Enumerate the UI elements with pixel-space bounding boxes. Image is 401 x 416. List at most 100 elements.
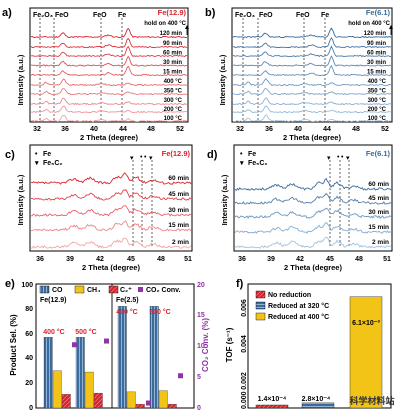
panel-c-axes <box>29 144 193 252</box>
panel-c: c) Intensity (a.u.) ▾ • • ▾ • Fe ▾ Fe₅C₂… <box>5 144 193 272</box>
xrd-trace <box>232 97 392 106</box>
xtick: 40 <box>90 126 98 133</box>
panel-e-ylabel: Product Sel. (%) <box>9 314 18 376</box>
bar-ch4 <box>84 371 94 409</box>
value-label: 6.1×10⁻³ <box>352 320 380 327</box>
panel-e-yticks: 0 20 40 60 80 100 <box>21 282 33 412</box>
trace-label: 30 min <box>368 209 389 216</box>
bar-c2plus <box>167 404 177 409</box>
bar-ch4 <box>158 390 168 409</box>
legend-swatch-320 <box>255 301 266 310</box>
panel-c-letter: c) <box>5 149 15 161</box>
value-label: 2.8×10⁻⁴ <box>302 396 331 403</box>
legend-label-320: Reduced at 320 °C <box>268 302 329 310</box>
xtick: 48 <box>355 256 363 263</box>
panel-e-y2ticks: 0 5 10 15 20 <box>197 282 205 412</box>
panel-e-temp-labels: 400 °C 500 °C 400 °C 500 °C <box>43 308 170 336</box>
trace-label: 400 °C <box>368 79 387 85</box>
panel-f-ylabel: TOF (s⁻¹) <box>225 327 234 362</box>
panel-c-legend: • Fe ▾ Fe₅C₂ <box>34 151 63 167</box>
bar-c2plus <box>135 404 145 409</box>
legend-label-co: CO <box>52 287 63 294</box>
trace-label: 100 °C <box>164 116 183 122</box>
ytick: 0.004 <box>241 335 248 353</box>
trace-label: 30 min <box>163 60 182 66</box>
xtick: 45 <box>127 256 135 263</box>
panel-b-axes <box>231 7 393 123</box>
xtick: 44 <box>119 126 127 133</box>
xrd-trace <box>234 192 392 205</box>
panel-a-ylabel: Intensity (a.u.) <box>16 54 25 105</box>
trace-label: 90 min <box>367 41 386 47</box>
panel-a-title: Fe(12.9) <box>158 8 187 17</box>
panel-a-note: hold on 400 °C <box>144 21 186 27</box>
trace-label: 120 min <box>364 31 387 37</box>
trace-label: 200 °C <box>164 107 183 113</box>
conversion-marker <box>72 342 77 348</box>
xrd-trace <box>31 45 188 58</box>
panel-c-markers: ▾ • • ▾ <box>130 154 153 162</box>
trace-label: 90 min <box>163 41 182 47</box>
panel-e-legend: CO CH₄ C₂⁺ CO₂ Conv. <box>39 285 181 294</box>
panel-d-ylabel: Intensity (a.u.) <box>220 174 229 225</box>
xrd-trace <box>30 78 187 87</box>
panel-d: d) Intensity (a.u.) ▾ • • ▾ • Fe ▾ Fe₅C₂… <box>207 144 393 272</box>
bar-co <box>149 306 159 409</box>
fe-marker: • <box>337 154 340 161</box>
temp-label: 400 °C <box>116 308 137 316</box>
xrd-trace <box>31 205 192 217</box>
watermark: 科学材料站 <box>349 395 394 406</box>
phase-label: FeO <box>259 12 273 19</box>
trace-label: 300 °C <box>368 98 387 104</box>
value-label: 1.4×10⁻⁴ <box>258 396 287 403</box>
xrd-trace <box>31 237 192 249</box>
panel-b-xticks: 32 36 40 44 48 52 <box>236 126 389 133</box>
panel-e-y2label: CO₂ Conv. (%) <box>201 318 210 372</box>
trace-label: 15 min <box>168 222 189 229</box>
panel-b-traces <box>232 27 392 123</box>
fe-marker: • <box>341 154 344 161</box>
phase-label: FeO <box>296 12 310 19</box>
ytick: 0.006 <box>241 299 248 317</box>
xrd-trace <box>30 189 192 201</box>
xtick: 36 <box>36 256 44 263</box>
bar-no-reduction <box>255 404 289 409</box>
panel-a-letter: a) <box>2 7 12 19</box>
fe5c2-marker: ▾ <box>346 155 350 162</box>
legend-swatch-c2plus <box>108 285 119 294</box>
legend-label-ch4: CH₄ <box>87 287 100 294</box>
panel-f-bars <box>255 296 383 409</box>
xtick: 36 <box>61 126 69 133</box>
bar-reduced-400 <box>349 296 383 409</box>
xrd-trace <box>232 55 392 67</box>
xtick: 40 <box>294 126 302 133</box>
panel-d-xticks: 36 39 42 45 48 51 <box>238 256 391 263</box>
panel-d-trace-labels: 60 min 45 min 30 min 15 min 2 min <box>368 181 389 246</box>
xtick: 51 <box>383 256 391 263</box>
panel-c-dashed-lines <box>132 160 153 248</box>
ytick: 20 <box>25 380 33 387</box>
legend-label-fe5c2: Fe₅C₂ <box>248 160 268 167</box>
panel-d-markers: ▾ • • ▾ <box>327 154 350 162</box>
group-label: Fe(2.5) <box>116 297 139 304</box>
ytick: 80 <box>25 306 33 313</box>
xrd-trace <box>30 27 188 39</box>
panel-b-dashed-lines <box>242 18 326 121</box>
phase-label: Fe₂O₃ <box>235 12 255 19</box>
panel-c-title: Fe(12.9) <box>162 149 191 158</box>
xrd-trace <box>30 65 188 77</box>
panel-d-xlabel: 2 Theta (degree) <box>284 263 342 272</box>
panel-e-letter: e) <box>5 278 15 290</box>
bar-c2plus <box>93 392 103 409</box>
legend-label-c2plus: C₂⁺ <box>120 287 132 294</box>
panel-b-letter: b) <box>205 7 216 19</box>
panel-a-dashed-lines <box>39 18 123 121</box>
trace-label: 2 min <box>172 239 189 246</box>
y2tick: 5 <box>197 374 201 381</box>
panel-a-arrow <box>185 25 189 35</box>
legend-label-no-reduction: No reduction <box>268 292 311 299</box>
bar-ch4 <box>126 391 136 409</box>
xrd-trace <box>232 64 392 77</box>
legend-swatch-co <box>39 285 50 294</box>
